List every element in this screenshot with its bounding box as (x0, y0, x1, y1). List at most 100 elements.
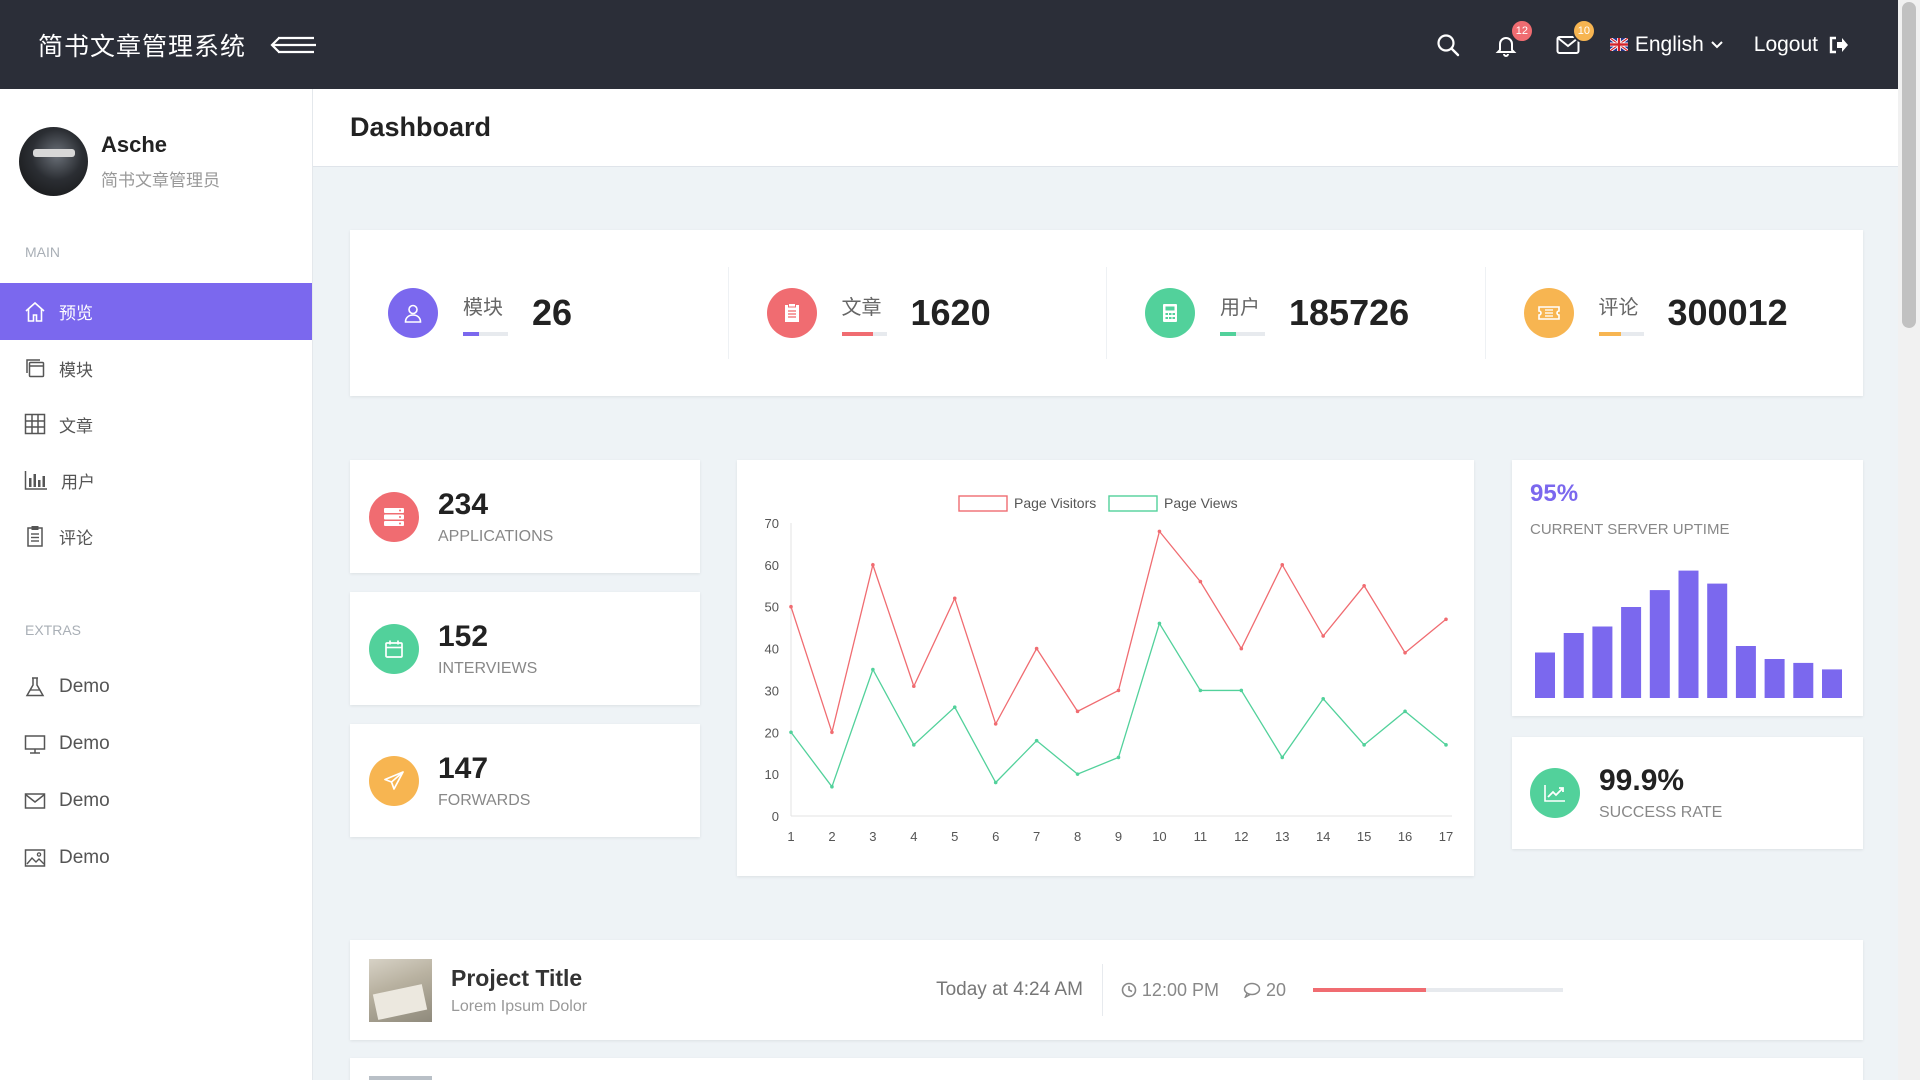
data-point (1444, 743, 1448, 747)
project-subtitle: Lorem Ipsum Dolor (451, 997, 588, 1015)
clipboard-icon (766, 288, 817, 338)
profile-name: Asche (101, 132, 168, 157)
project-clock-time: 12:00 PM (1141, 979, 1219, 1000)
user-profile: Asche 简书文章管理员 (0, 89, 312, 196)
server-uptime-card: 95% CURRENT SERVER UPTIME (1512, 460, 1863, 716)
grid-icon (24, 413, 46, 435)
data-point (1157, 529, 1162, 534)
sidebar-item-comments[interactable]: 评论 (0, 508, 312, 564)
stat-progress (463, 331, 508, 336)
forwards-card: 147 FORWARDS (350, 724, 700, 837)
project-row[interactable]: Project Title Lorem Ipsum Dolor Today at… (350, 940, 1863, 1040)
series-line (790, 621, 1447, 789)
stat-progress-fill (841, 331, 873, 336)
sidebar: Asche 简书文章管理员 MAIN 预览 模块 文章 用户 评论 EXTRAS (0, 89, 313, 1080)
data-point (871, 563, 875, 567)
sidebar-item-modules[interactable]: 模块 (0, 340, 312, 396)
data-point (1198, 579, 1203, 584)
brand-title[interactable]: 简书文章管理系统 (38, 31, 247, 61)
user-icon (388, 288, 438, 338)
x-tick-label: 8 (1074, 829, 1081, 844)
y-tick-label: 30 (765, 683, 779, 698)
stat-progress (841, 331, 887, 336)
x-tick-label: 12 (1234, 829, 1248, 844)
menu-toggle-icon[interactable] (270, 34, 318, 56)
data-point (1239, 688, 1244, 693)
stat-value: 300012 (1667, 292, 1788, 333)
x-tick-label: 16 (1398, 829, 1412, 844)
data-point (1198, 688, 1203, 693)
line-chart-card: 0 10 20 30 40 50 60 70 1 2 3 4 5 6 7 8 9 10 11 12 13 14 15 16 17… (737, 460, 1474, 876)
sidebar-item-demo-monitor[interactable]: Demo (0, 715, 312, 772)
data-point (830, 784, 834, 789)
sidebar-item-overview[interactable]: 预览 (0, 283, 312, 340)
mail-icon (24, 792, 46, 809)
vertical-scrollbar[interactable] (1898, 0, 1920, 1080)
calculator-icon (1145, 288, 1195, 338)
data-point (912, 684, 916, 689)
data-point (993, 722, 998, 726)
data-point (830, 730, 834, 735)
avatar[interactable] (19, 127, 88, 196)
stat-comments: 评论 300012 (1486, 267, 1864, 359)
x-tick-label: 4 (910, 829, 917, 844)
applications-label: APPLICATIONS (438, 527, 554, 545)
logout-button[interactable]: Logout (1754, 33, 1848, 57)
profile-role: 简书文章管理员 (101, 171, 220, 191)
success-rate-label: SUCCESS RATE (1599, 804, 1723, 821)
home-icon (25, 301, 45, 322)
sidebar-item-label: 模块 (59, 360, 93, 381)
sidebar-item-demo-mail[interactable]: Demo (0, 772, 312, 829)
stat-progress-fill (1220, 331, 1236, 336)
stat-value: 185726 (1289, 292, 1410, 333)
clock-icon (1121, 982, 1137, 998)
trend-up-icon (1530, 768, 1580, 818)
data-point (1321, 697, 1325, 701)
project-title[interactable]: Project Title (451, 964, 583, 991)
data-point (1239, 646, 1244, 651)
data-point (1034, 646, 1039, 651)
sidebar-item-label: Demo (59, 789, 110, 811)
sidebar-item-demo-image[interactable]: Demo (0, 829, 312, 886)
project-comments[interactable]: 20 (1243, 980, 1286, 1001)
sidebar-item-users[interactable]: 用户 (0, 452, 312, 508)
y-tick-label: 70 (765, 516, 779, 531)
data-point (952, 705, 957, 709)
uptime-bar (1707, 583, 1728, 698)
notifications-bell-icon[interactable]: 12 (1492, 18, 1534, 59)
search-icon[interactable] (1434, 31, 1462, 59)
messages-envelope-icon[interactable]: 10 (1554, 18, 1596, 59)
uptime-bar (1822, 669, 1842, 698)
interviews-card: 152 INTERVIEWS (350, 592, 700, 705)
y-tick-label: 20 (765, 725, 779, 740)
scrollbar-thumb[interactable] (1902, 2, 1916, 328)
data-point (1403, 709, 1407, 714)
nav-heading-main: MAIN (25, 244, 60, 260)
data-point (1116, 688, 1121, 693)
sidebar-item-articles[interactable]: 文章 (0, 396, 312, 452)
uptime-bar (1764, 659, 1785, 698)
uptime-bar (1621, 607, 1642, 698)
sidebar-item-demo-flask[interactable]: Demo (0, 658, 312, 715)
stat-label: 文章 (841, 294, 882, 319)
project-comment-count: 20 (1265, 979, 1286, 1000)
data-point (952, 596, 957, 601)
x-tick-label: 5 (951, 829, 958, 844)
project-row[interactable] (350, 1058, 1863, 1080)
sidebar-item-label: Demo (59, 675, 110, 697)
project-thumbnail (369, 1076, 432, 1080)
bar-chart-icon (24, 471, 47, 490)
x-tick-label: 3 (869, 829, 876, 844)
data-point (1280, 563, 1285, 567)
ticket-icon (1523, 288, 1574, 338)
project-progress-bar (1313, 988, 1563, 992)
sidebar-item-label: Demo (59, 732, 110, 754)
project-thumbnail (369, 958, 432, 1022)
x-tick-label: 14 (1316, 829, 1330, 844)
stat-progress (1598, 331, 1644, 336)
uptime-bar (1563, 633, 1584, 698)
sidebar-item-label: 用户 (61, 472, 95, 493)
flask-icon (25, 676, 45, 696)
language-dropdown[interactable]: English (1609, 33, 1724, 57)
success-rate-value: 99.9% (1599, 764, 1685, 797)
